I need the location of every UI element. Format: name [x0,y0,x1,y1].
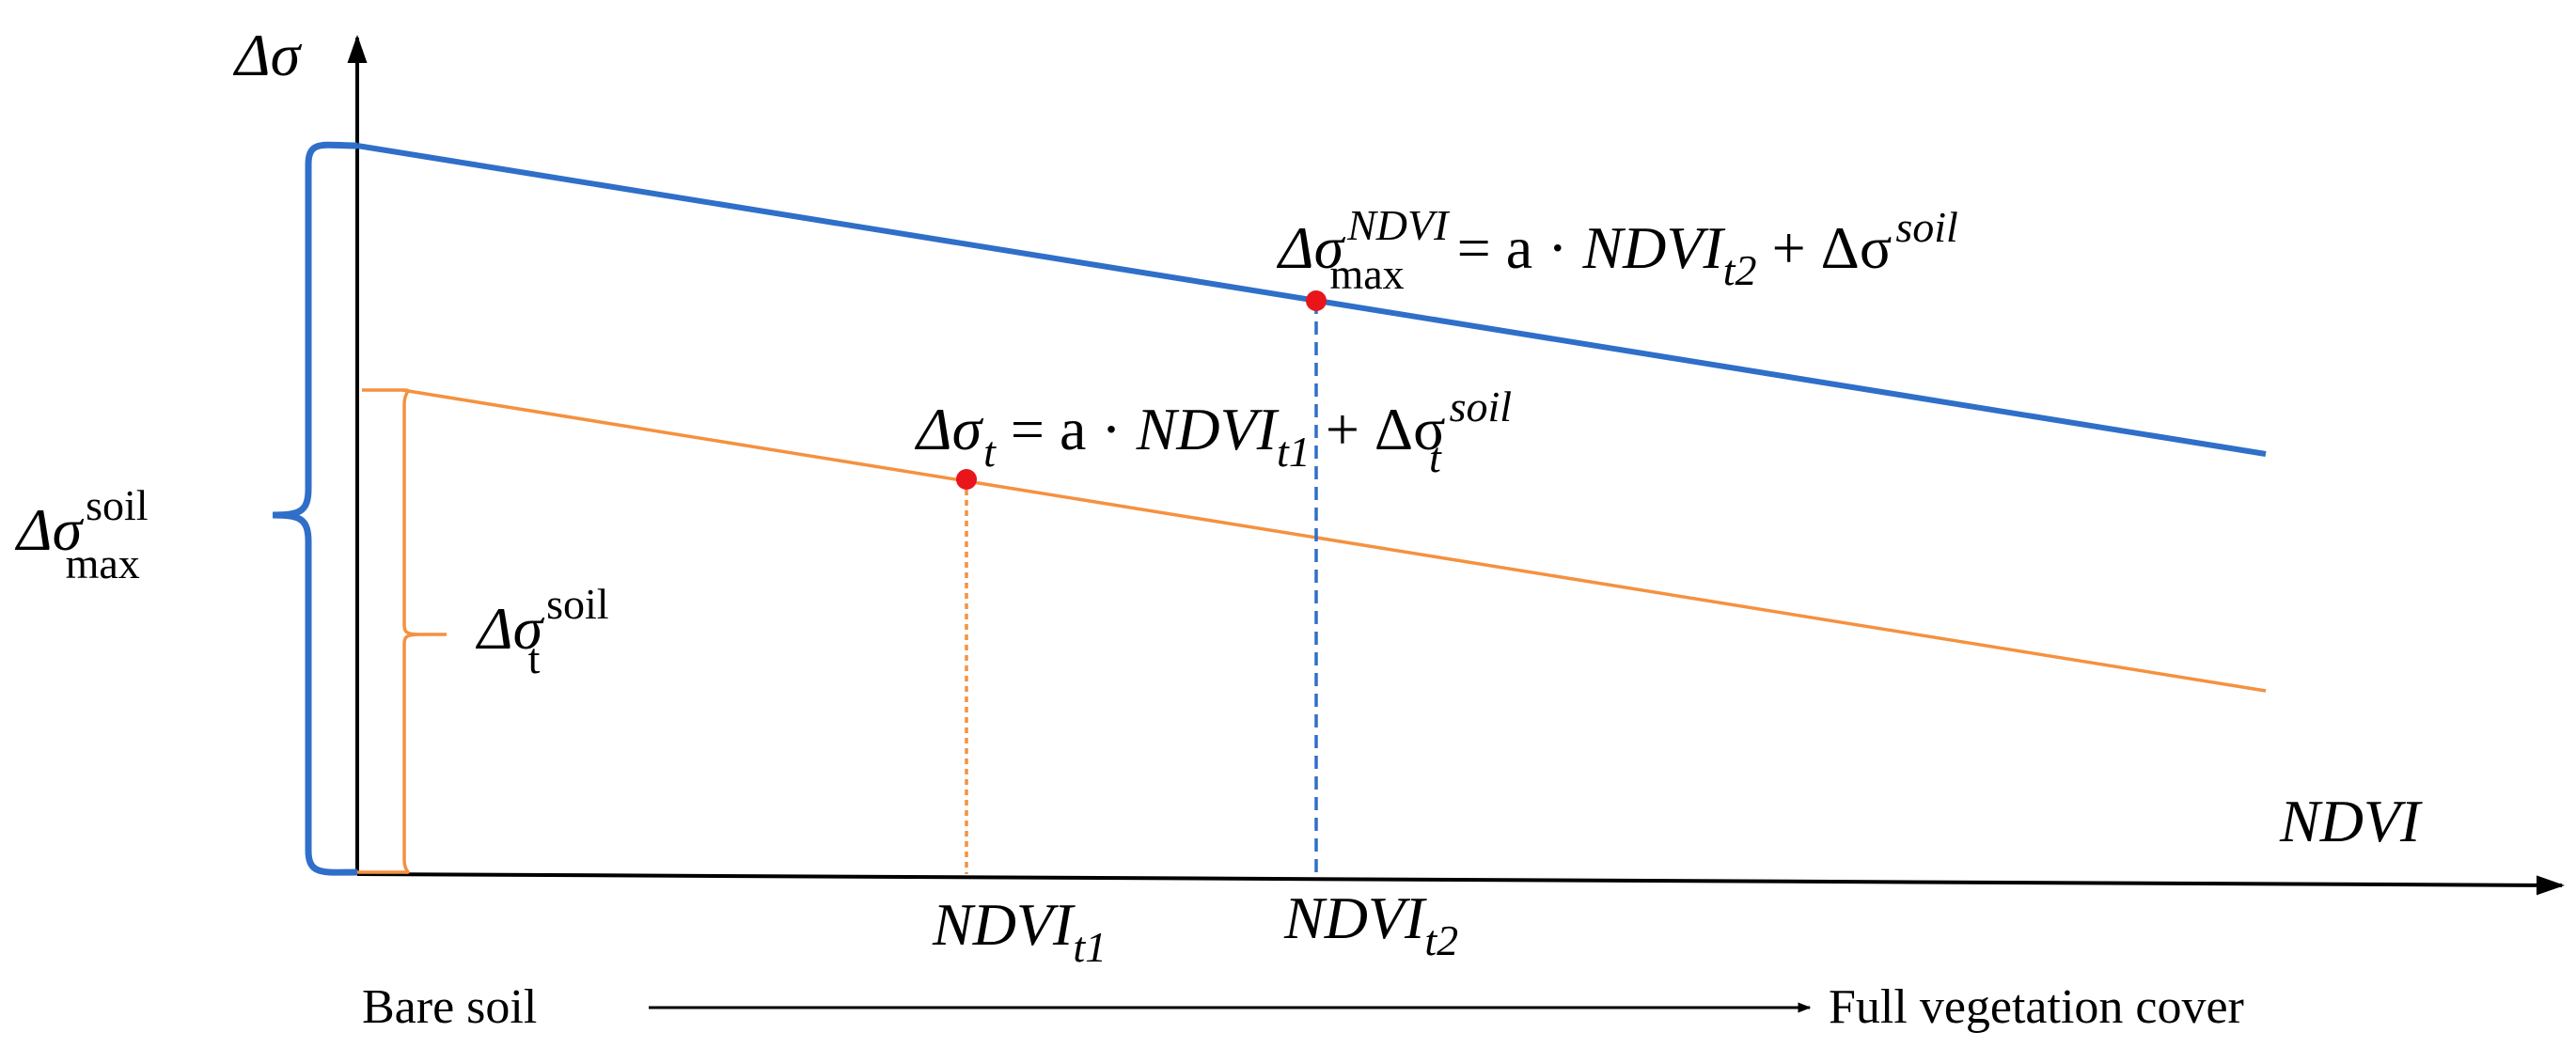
point-t-t1 [956,469,977,490]
x-axis-label: NDVI [2279,788,2423,854]
y-axis-label: Δσ [232,22,303,88]
tick-label-t1: NDVIt1 [932,891,1107,971]
max-line-equation: ΔσNDVI max = a · NDVIt2 + Δσsoil [1276,201,1958,298]
gradient-end-label: Full vegetation cover [1829,980,2244,1034]
t-brace-label: Δσsoil t [475,580,609,682]
max-brace [272,141,358,876]
t-brace [357,388,447,874]
point-max-t2 [1306,290,1327,311]
t-line-equation: Δσt = a · NDVIt1 + Δσsoil t [914,383,1512,481]
max-brace-label: Δσsoil max [14,481,149,587]
gradient-start-label: Bare soil [362,980,537,1034]
t-line [401,388,2267,693]
tick-label-t2: NDVIt2 [1283,884,1458,964]
x-axis [356,872,2565,896]
